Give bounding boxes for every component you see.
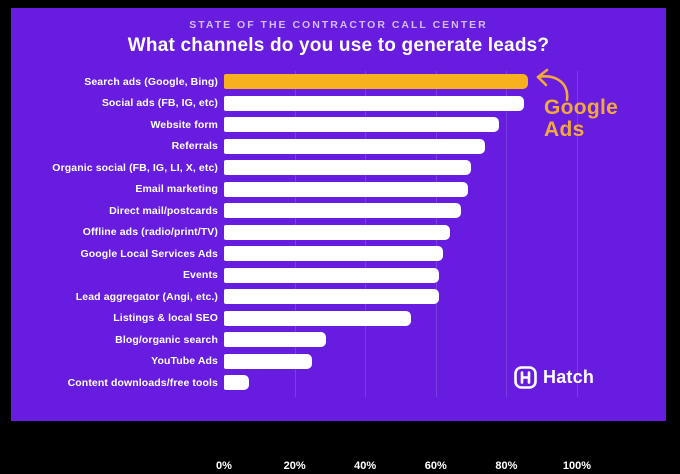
infographic-card: STATE OF THE CONTRACTOR CALL CENTER What… <box>11 8 666 472</box>
bar-track <box>224 203 577 219</box>
bar-label: Referrals <box>171 140 218 153</box>
chart-row: Content downloads/free tools <box>11 372 666 394</box>
bar <box>224 117 500 133</box>
bar-label: Social ads (FB, IG, etc) <box>101 97 218 110</box>
bar <box>224 181 468 197</box>
bar-track <box>224 138 577 154</box>
bar-track <box>224 289 577 305</box>
chart-row: YouTube Ads <box>11 351 666 373</box>
x-axis-tick: 80% <box>495 460 518 472</box>
chart-row: Website form <box>11 114 666 136</box>
chart-row: Search ads (Google, Bing) <box>11 71 666 93</box>
bar <box>224 246 443 262</box>
chart-row: Offline ads (radio/print/TV) <box>11 222 666 244</box>
bar-track <box>224 246 577 262</box>
chart-row: Google Local Services Ads <box>11 243 666 265</box>
chart-row: Lead aggregator (Angi, etc.) <box>11 286 666 308</box>
bar-label: Search ads (Google, Bing) <box>84 75 218 88</box>
eyebrow: STATE OF THE CONTRACTOR CALL CENTER <box>189 19 488 31</box>
x-axis-tick: 60% <box>424 460 447 472</box>
annotation-line-1: Google <box>544 96 619 119</box>
bar-label: Lead aggregator (Angi, etc.) <box>75 290 218 303</box>
bar-track <box>224 267 577 283</box>
hatch-logo-icon <box>514 366 537 389</box>
bar-label: Email marketing <box>135 183 218 196</box>
bar <box>224 224 450 240</box>
bar-label: Google Local Services Ads <box>80 247 218 260</box>
bar <box>224 375 249 391</box>
hatch-logo: Hatch <box>514 366 594 389</box>
page-title: What channels do you use to generate lea… <box>127 35 550 56</box>
bar-label: Offline ads (radio/print/TV) <box>82 226 218 239</box>
google-ads-annotation: Google Ads <box>544 97 618 141</box>
bar-track <box>224 74 577 90</box>
bar-label: Direct mail/postcards <box>109 204 218 217</box>
chart-row: Listings & local SEO <box>11 308 666 330</box>
bar <box>224 289 440 305</box>
bar <box>224 160 472 176</box>
chart-rows: Search ads (Google, Bing) Social ads (FB,… <box>11 71 666 394</box>
bar <box>224 267 440 283</box>
bar-label: Events <box>182 269 218 282</box>
bar-track <box>224 95 577 111</box>
bar <box>224 95 525 111</box>
bar-label: Organic social (FB, IG, LI, X, etc) <box>52 161 218 174</box>
chart-row: Social ads (FB, IG, etc) <box>11 93 666 115</box>
x-axis-tick: 40% <box>354 460 377 472</box>
bar-track <box>224 332 577 348</box>
bar-label: Listings & local SEO <box>113 312 218 325</box>
bar-label: Content downloads/free tools <box>67 376 218 389</box>
chart-row: Direct mail/postcards <box>11 200 666 222</box>
chart-row: Blog/organic search <box>11 329 666 351</box>
bar-chart: Search ads (Google, Bing) Social ads (FB,… <box>11 71 666 472</box>
bar-track <box>224 310 577 326</box>
chart-row: Organic social (FB, IG, LI, X, etc) <box>11 157 666 179</box>
chart-row: Email marketing <box>11 179 666 201</box>
bar-track <box>224 117 577 133</box>
bar-track <box>224 375 577 391</box>
x-axis-tick: 0% <box>216 460 232 472</box>
bar-track <box>224 181 577 197</box>
bar <box>224 332 327 348</box>
bar <box>224 138 486 154</box>
annotation-line-2: Ads <box>544 118 585 141</box>
hatch-logo-text: Hatch <box>543 367 595 387</box>
gridline <box>506 71 508 397</box>
chart-row: Referrals <box>11 136 666 158</box>
bar-track <box>224 224 577 240</box>
bar-track <box>224 160 577 176</box>
bar-label: YouTube Ads <box>151 355 218 368</box>
bar <box>224 203 461 219</box>
bar <box>224 310 412 326</box>
bar-label: Blog/organic search <box>115 333 218 346</box>
bar-track <box>224 353 577 369</box>
gridline <box>577 71 578 397</box>
bar <box>224 353 313 369</box>
chart-row: Events <box>11 265 666 287</box>
bar-label: Website form <box>150 118 218 131</box>
x-axis-tick: 20% <box>283 460 306 472</box>
x-axis: 0% 20% 40% 60% 80% 100% <box>216 460 591 474</box>
x-axis-tick: 100% <box>562 460 592 472</box>
bar <box>224 74 528 90</box>
